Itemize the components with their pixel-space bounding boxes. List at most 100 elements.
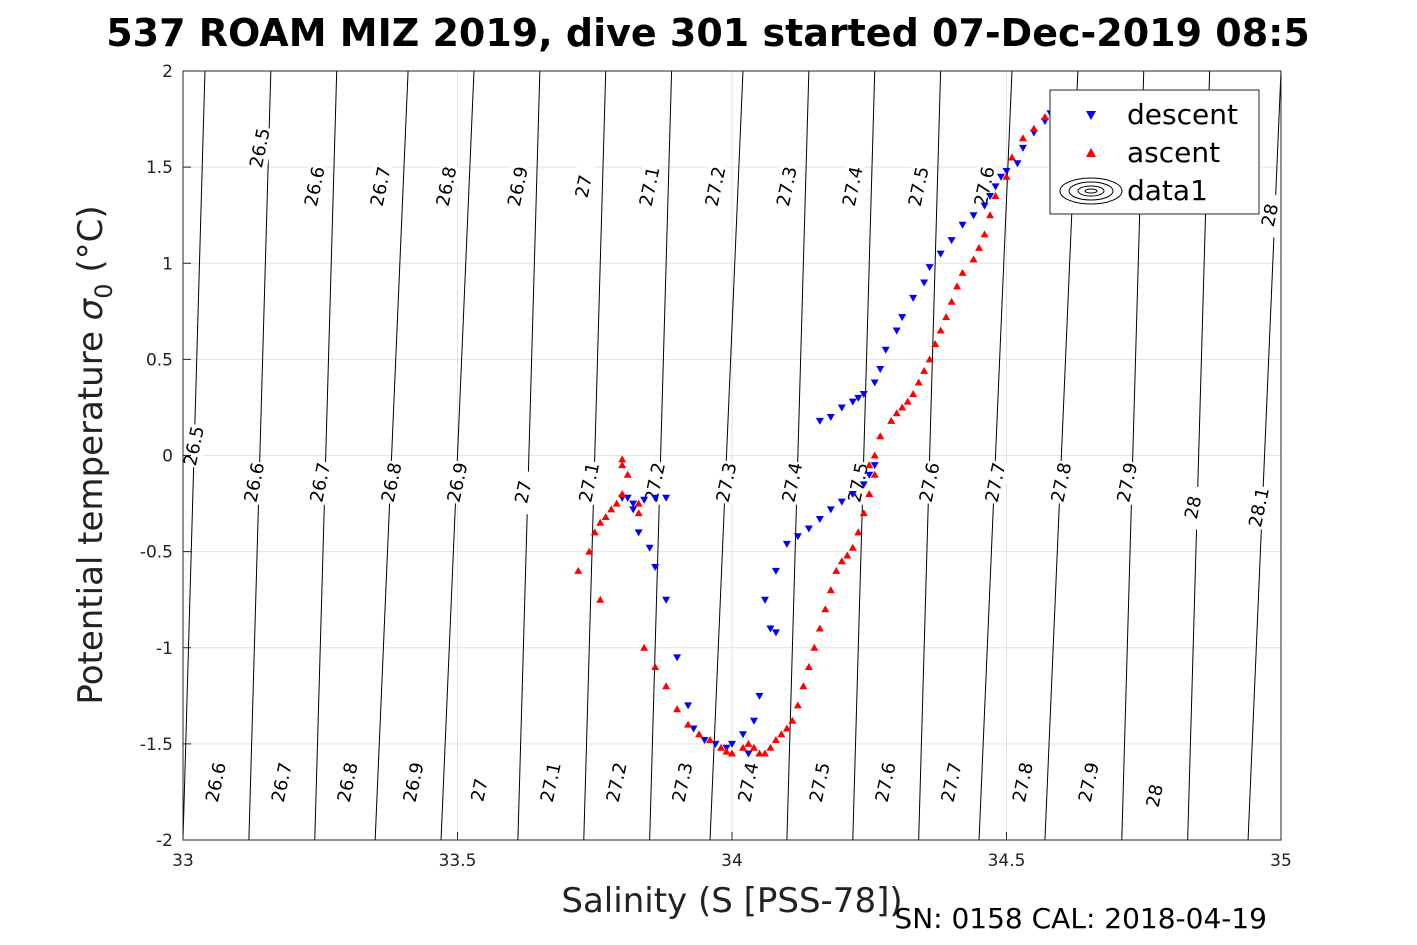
y-tick-label: 1 <box>162 254 173 274</box>
descent-point <box>700 737 709 745</box>
descent-point <box>870 462 879 470</box>
ascent-point <box>1007 153 1016 161</box>
ascent-point <box>717 743 726 751</box>
sigma-contour-27-6 <box>918 70 942 841</box>
legend-box <box>1049 89 1260 215</box>
contour-label-bg <box>1112 459 1143 506</box>
ascent-point <box>958 268 967 276</box>
ascent-point <box>799 682 808 690</box>
ascent-point <box>640 643 649 651</box>
ascent-point <box>848 543 857 551</box>
descent-point <box>645 544 654 552</box>
descent-point <box>662 596 671 604</box>
descent-point <box>771 629 780 637</box>
contour-label-34: 27 <box>467 777 492 804</box>
descent-point <box>629 500 638 508</box>
contour-label-18: 27 <box>511 479 536 506</box>
contour-label-bg <box>640 459 671 506</box>
x-tick-label: 35 <box>1270 851 1292 871</box>
descent-point <box>936 250 945 258</box>
legend-data1-label: data1 <box>1127 174 1208 207</box>
ascent-point <box>969 255 978 263</box>
x-tick-label: 34.5 <box>988 851 1026 871</box>
contour-label-bg <box>244 125 275 171</box>
contour-label-bg <box>634 163 665 210</box>
ascent-point <box>684 720 693 728</box>
descent-point <box>684 702 693 710</box>
ascent-point <box>975 243 984 251</box>
contour-label-bg <box>1046 459 1077 506</box>
sigma-contour-26-8 <box>374 70 409 841</box>
sigma-contour-27 <box>517 70 541 841</box>
descent-point <box>854 394 863 402</box>
ascent-point <box>865 461 874 469</box>
contour-label-bg <box>299 163 330 210</box>
descent-point <box>1018 144 1027 152</box>
contour-label-bg <box>980 459 1011 506</box>
ascent-point <box>651 662 660 670</box>
contour-label-bg <box>178 423 210 469</box>
ascent-point <box>623 470 632 478</box>
descent-point <box>815 417 824 425</box>
descent-point <box>881 346 890 354</box>
legend-descent-marker <box>1086 111 1096 120</box>
ascent-point <box>865 489 874 497</box>
contour-label-bg <box>568 163 599 210</box>
descent-point <box>728 740 736 748</box>
contour-label-bg <box>239 459 270 506</box>
sigma-contour-27-4 <box>786 70 810 841</box>
descent-point <box>997 173 1006 181</box>
ascent-point <box>744 739 753 747</box>
ascent-point <box>590 528 599 536</box>
contour-label-bg <box>804 759 835 806</box>
ascent-point <box>777 730 786 738</box>
contour-label-12: 28 <box>1258 202 1283 229</box>
ascent-point <box>695 730 704 738</box>
contour-label-bg <box>305 459 336 506</box>
ascent-point <box>662 682 671 690</box>
contour-label-5: 27 <box>572 173 597 200</box>
y-axis-label-main: Potential temperature <box>71 320 111 704</box>
ascent-point <box>810 643 819 651</box>
descent-point <box>898 314 907 322</box>
descent-point <box>634 529 643 537</box>
descent-point <box>958 221 967 229</box>
contour-label-bg <box>733 759 764 806</box>
contour-label-bg <box>1139 772 1170 819</box>
y-tick-label: 1.5 <box>146 158 173 178</box>
ascent-point <box>722 747 731 755</box>
contour-label-bg <box>870 759 901 806</box>
descent-point <box>980 202 989 210</box>
legend-entry-data1: data1 <box>1059 174 1208 207</box>
ascent-point <box>601 513 610 521</box>
contour-label-bg <box>535 759 566 806</box>
ascent-point <box>1040 113 1049 121</box>
y-axis-ticks: -2 -1.5 -1 -0.5 0 0.5 1 1.5 2 <box>140 62 191 851</box>
calibration-footer: SN: 0158 CAL: 2018-04-19 <box>894 902 1267 935</box>
ascent-point <box>892 409 901 417</box>
ascent-point <box>760 749 769 757</box>
contour-label-bg <box>936 759 967 806</box>
ascent-point <box>618 455 627 463</box>
descent-point <box>859 481 868 489</box>
ascent-point <box>832 566 841 574</box>
contour-label-bg <box>508 469 539 515</box>
descent-point <box>744 750 753 758</box>
contour-label-bg <box>777 459 808 506</box>
descent-point <box>782 540 791 548</box>
descent-point <box>651 564 660 572</box>
y-tick-label: 0 <box>162 447 173 467</box>
y-axis-label-unit: (°C) <box>71 205 111 283</box>
y-tick-label: -1 <box>156 639 173 659</box>
contour-label-bg <box>1073 759 1104 806</box>
descent-point <box>662 494 671 502</box>
legend-ascent-label: ascent <box>1127 136 1220 169</box>
sigma-contour-26-6 <box>248 70 272 841</box>
ascent-point <box>706 736 715 744</box>
ascent-point <box>936 326 945 334</box>
ascent-point <box>837 557 846 565</box>
ascent-point <box>585 547 594 555</box>
ascent-point <box>854 528 863 536</box>
x-tick-label: 33 <box>172 851 194 871</box>
ascent-point <box>914 378 923 386</box>
